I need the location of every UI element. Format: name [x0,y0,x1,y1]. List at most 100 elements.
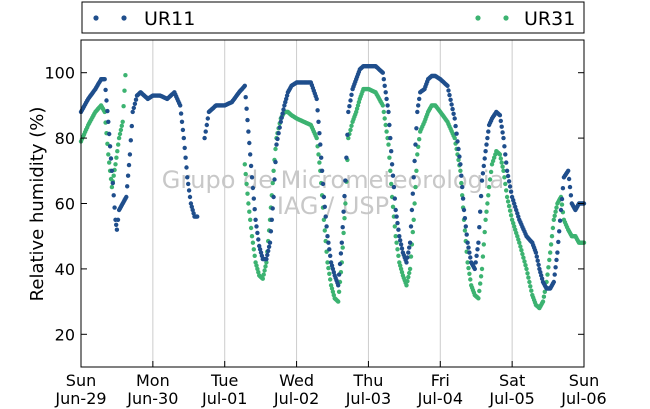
data-point [321,194,327,200]
data-point [261,272,266,277]
data-point [456,146,461,152]
data-point [273,159,278,165]
data-point [465,240,470,245]
data-point [553,209,558,214]
data-point [327,271,332,276]
data-point [472,266,477,272]
data-point [191,211,196,216]
x-tick-label-day: Fri [431,371,450,390]
data-point [458,162,463,167]
data-point [205,116,210,121]
legend-box [81,1,585,34]
data-point [522,259,527,264]
data-point [127,152,133,157]
data-point [484,209,489,214]
data-point [417,96,422,102]
data-point [448,97,453,103]
data-point [271,168,276,173]
data-point [284,93,290,98]
data-point [314,96,319,102]
data-point [132,101,138,107]
data-point [263,264,268,269]
data-point [325,234,330,239]
legend-label-ur31: UR31 [524,8,575,30]
data-point [390,204,396,209]
data-point [182,145,187,151]
legend-label-ur11: UR11 [144,8,195,30]
data-point [489,162,495,167]
data-point [387,122,392,128]
data-point [262,268,267,273]
data-point [527,279,532,285]
data-point [559,196,565,202]
data-point [251,196,256,201]
data-point [347,104,352,109]
data-point [506,179,512,184]
data-point [343,201,348,206]
data-point [315,108,320,113]
data-point [392,224,397,229]
data-point [328,277,333,282]
data-point [548,250,553,255]
data-point [568,193,574,198]
data-point [528,284,533,289]
data-point [248,163,254,169]
y-tick-label: 40 [55,260,75,279]
data-point [411,217,416,222]
data-point [119,123,125,128]
y-axis: 20 40 60 80 100 [44,64,584,344]
data-point [394,214,399,219]
data-point [503,181,508,187]
data-point [539,273,544,278]
data-point [512,224,517,229]
data-point [499,160,504,165]
data-point [328,253,333,258]
data-point [267,240,273,245]
y-tick-label: 100 [44,64,75,83]
data-point [462,228,468,233]
data-point [464,232,469,237]
data-point [486,184,492,190]
data-point [106,152,111,157]
data-point [254,263,259,268]
data-point [111,193,116,198]
data-point [460,184,465,190]
data-point [105,108,110,114]
data-point [498,156,503,161]
data-point [502,144,507,149]
data-point [115,217,121,222]
data-point [329,263,335,268]
data-point [548,242,554,247]
data-point [330,266,336,272]
data-point [391,184,397,190]
data-point [478,193,484,199]
data-point [508,213,514,218]
data-point [185,175,190,180]
data-point [398,263,403,268]
data-point [519,248,524,253]
data-point [107,160,112,165]
data-point [188,201,194,206]
data-point [506,203,512,209]
data-point [460,193,465,198]
data-point [278,119,283,125]
data-point [248,152,253,157]
data-point [341,209,346,214]
data-point [515,234,520,239]
data-point [107,144,113,149]
data-point [452,116,457,121]
data-point [480,254,486,259]
x-tick-label-date: Jul-02 [273,389,319,408]
data-point [116,142,121,147]
data-point [505,199,511,204]
data-point [317,160,322,165]
data-point [178,103,183,108]
data-point [533,250,539,255]
data-point [183,155,188,160]
data-point [466,265,471,271]
data-point [383,122,388,128]
data-point [409,207,415,213]
data-point [404,260,409,265]
data-point [566,176,572,182]
